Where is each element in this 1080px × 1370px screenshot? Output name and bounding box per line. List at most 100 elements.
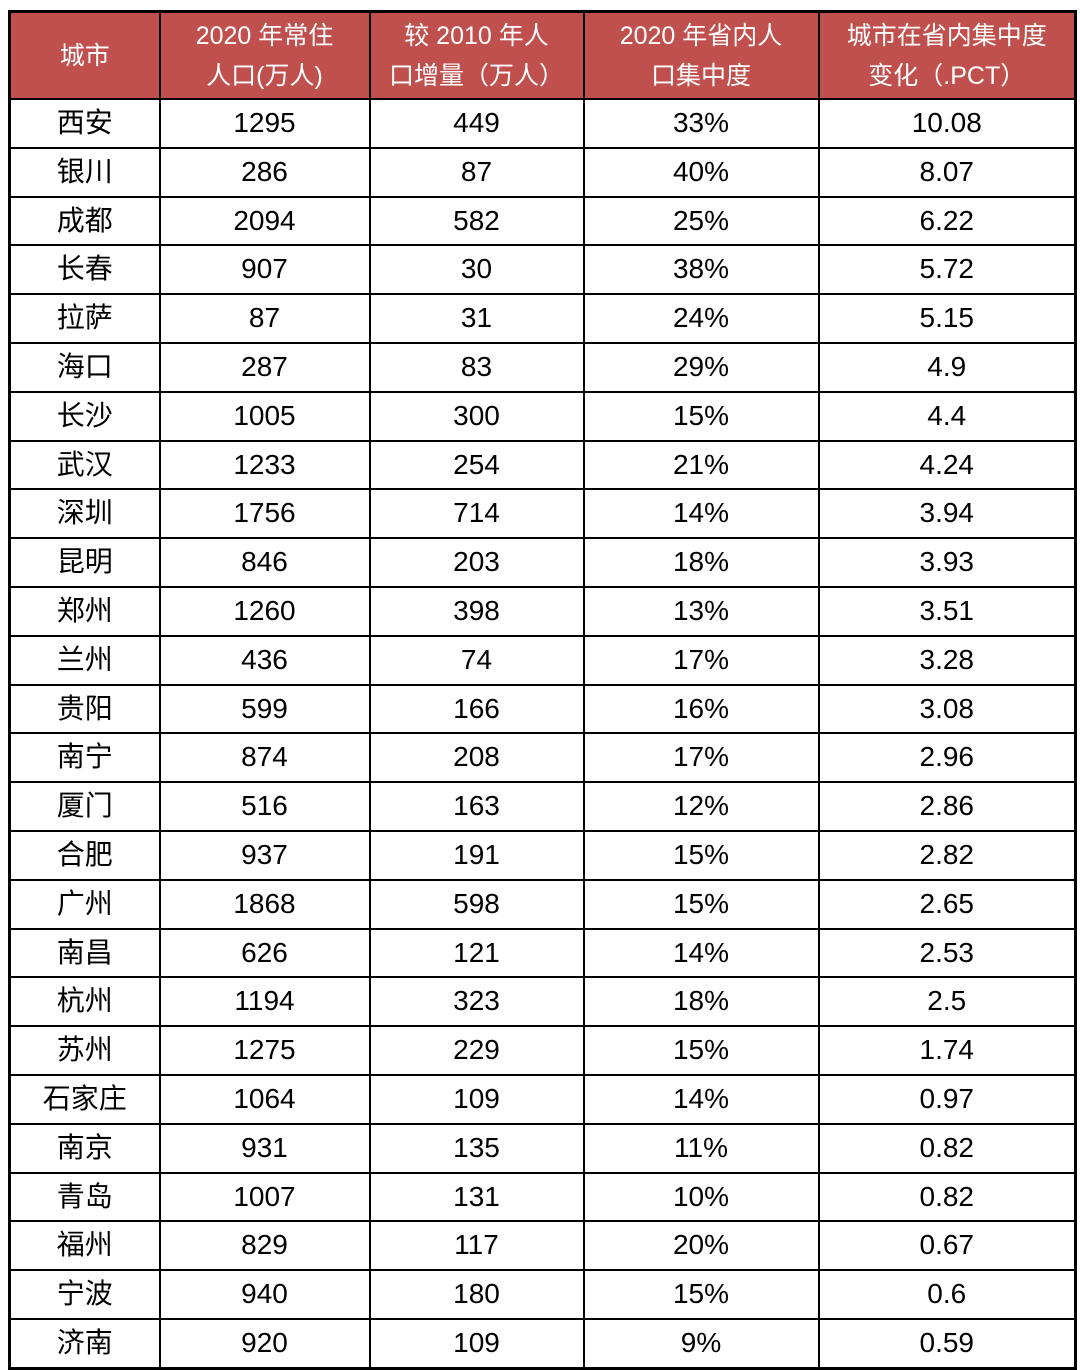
value-cell: 109 xyxy=(368,1073,585,1125)
value-cell: 9% xyxy=(582,1317,820,1370)
value-cell: 0.6 xyxy=(817,1269,1077,1320)
city-cell: 南宁 xyxy=(8,732,161,784)
table-row: 合肥 937 191 15% 2.82 xyxy=(8,829,1077,881)
value-cell: 18% xyxy=(582,537,820,588)
value-cell: 16% xyxy=(582,683,820,735)
value-cell: 4.24 xyxy=(817,439,1077,491)
value-cell: 1005 xyxy=(158,390,371,442)
value-cell: 83 xyxy=(368,341,585,393)
value-cell: 135 xyxy=(368,1122,585,1174)
value-cell: 5.15 xyxy=(817,293,1077,344)
value-cell: 11% xyxy=(582,1122,820,1174)
value-cell: 14% xyxy=(582,1073,820,1125)
value-cell: 449 xyxy=(368,98,585,149)
table-row: 郑州 1260 398 13% 3.51 xyxy=(8,585,1077,637)
value-cell: 714 xyxy=(368,488,585,540)
table-row: 成都 2094 582 25% 6.22 xyxy=(8,195,1077,247)
value-cell: 4.9 xyxy=(817,341,1077,393)
table-row: 福州 829 117 20% 0.67 xyxy=(8,1220,1077,1272)
value-cell: 1007 xyxy=(158,1171,371,1223)
header-row: 城市 2020 年常住 人口(万人) 较 2010 年人 口增量（万人） 2020 年… xyxy=(8,10,1077,100)
value-cell: 286 xyxy=(158,146,371,198)
value-cell: 10% xyxy=(582,1171,820,1223)
table-row: 长沙 1005 300 15% 4.4 xyxy=(8,390,1077,442)
value-cell: 15% xyxy=(582,829,820,881)
value-cell: 15% xyxy=(582,1025,820,1076)
city-cell: 青岛 xyxy=(8,1171,161,1223)
value-cell: 300 xyxy=(368,390,585,442)
city-cell: 合肥 xyxy=(8,829,161,881)
table-row: 南京 931 135 11% 0.82 xyxy=(8,1122,1077,1174)
table-row: 武汉 1233 254 21% 4.24 xyxy=(8,439,1077,491)
value-cell: 3.51 xyxy=(817,585,1077,637)
value-cell: 436 xyxy=(158,634,371,686)
table-row: 苏州 1275 229 15% 1.74 xyxy=(8,1025,1077,1076)
value-cell: 163 xyxy=(368,781,585,832)
value-cell: 3.94 xyxy=(817,488,1077,540)
value-cell: 20% xyxy=(582,1220,820,1272)
value-cell: 1194 xyxy=(158,976,371,1028)
table-row: 青岛 1007 131 10% 0.82 xyxy=(8,1171,1077,1223)
value-cell: 920 xyxy=(158,1317,371,1370)
value-cell: 1233 xyxy=(158,439,371,491)
table-body: 西安 1295 449 33% 10.08 银川 286 87 40% 8.07 成都 2094 582… xyxy=(8,98,1077,1370)
table-row: 南宁 874 208 17% 2.96 xyxy=(8,732,1077,784)
value-cell: 907 xyxy=(158,244,371,296)
city-cell: 杭州 xyxy=(8,976,161,1028)
city-cell: 深圳 xyxy=(8,488,161,540)
city-cell: 郑州 xyxy=(8,585,161,637)
value-cell: 829 xyxy=(158,1220,371,1272)
column-header-3: 2020 年省内人 口集中度 xyxy=(582,10,820,100)
city-cell: 南昌 xyxy=(8,927,161,979)
value-cell: 3.08 xyxy=(817,683,1077,735)
value-cell: 21% xyxy=(582,439,820,491)
value-cell: 3.93 xyxy=(817,537,1077,588)
value-cell: 29% xyxy=(582,341,820,393)
value-cell: 0.97 xyxy=(817,1073,1077,1125)
value-cell: 25% xyxy=(582,195,820,247)
value-cell: 2094 xyxy=(158,195,371,247)
value-cell: 18% xyxy=(582,976,820,1028)
value-cell: 17% xyxy=(582,634,820,686)
table-row: 拉萨 87 31 24% 5.15 xyxy=(8,293,1077,344)
city-cell: 厦门 xyxy=(8,781,161,832)
table-row: 深圳 1756 714 14% 3.94 xyxy=(8,488,1077,540)
value-cell: 191 xyxy=(368,829,585,881)
value-cell: 6.22 xyxy=(817,195,1077,247)
value-cell: 940 xyxy=(158,1269,371,1320)
table-row: 济南 920 109 9% 0.59 xyxy=(8,1317,1077,1370)
value-cell: 0.67 xyxy=(817,1220,1077,1272)
value-cell: 131 xyxy=(368,1171,585,1223)
value-cell: 2.53 xyxy=(817,927,1077,979)
table-row: 兰州 436 74 17% 3.28 xyxy=(8,634,1077,686)
value-cell: 1.74 xyxy=(817,1025,1077,1076)
value-cell: 10.08 xyxy=(817,98,1077,149)
value-cell: 31 xyxy=(368,293,585,344)
column-header-0: 城市 xyxy=(8,10,161,100)
value-cell: 874 xyxy=(158,732,371,784)
value-cell: 40% xyxy=(582,146,820,198)
table-row: 杭州 1194 323 18% 2.5 xyxy=(8,976,1077,1028)
table-page: 城市 2020 年常住 人口(万人) 较 2010 年人 口增量（万人） 2020 年… xyxy=(8,10,1077,1370)
table-row: 石家庄 1064 109 14% 0.97 xyxy=(8,1073,1077,1125)
table-row: 海口 287 83 29% 4.9 xyxy=(8,341,1077,393)
city-cell: 苏州 xyxy=(8,1025,161,1076)
value-cell: 5.72 xyxy=(817,244,1077,296)
value-cell: 1260 xyxy=(158,585,371,637)
city-cell: 武汉 xyxy=(8,439,161,491)
value-cell: 14% xyxy=(582,488,820,540)
table-row: 昆明 846 203 18% 3.93 xyxy=(8,537,1077,588)
table-row: 宁波 940 180 15% 0.6 xyxy=(8,1269,1077,1320)
value-cell: 166 xyxy=(368,683,585,735)
table-row: 贵阳 599 166 16% 3.08 xyxy=(8,683,1077,735)
city-cell: 成都 xyxy=(8,195,161,247)
value-cell: 74 xyxy=(368,634,585,686)
value-cell: 398 xyxy=(368,585,585,637)
value-cell: 15% xyxy=(582,878,820,930)
value-cell: 203 xyxy=(368,537,585,588)
city-cell: 银川 xyxy=(8,146,161,198)
city-cell: 南京 xyxy=(8,1122,161,1174)
value-cell: 33% xyxy=(582,98,820,149)
city-cell: 福州 xyxy=(8,1220,161,1272)
value-cell: 0.82 xyxy=(817,1122,1077,1174)
